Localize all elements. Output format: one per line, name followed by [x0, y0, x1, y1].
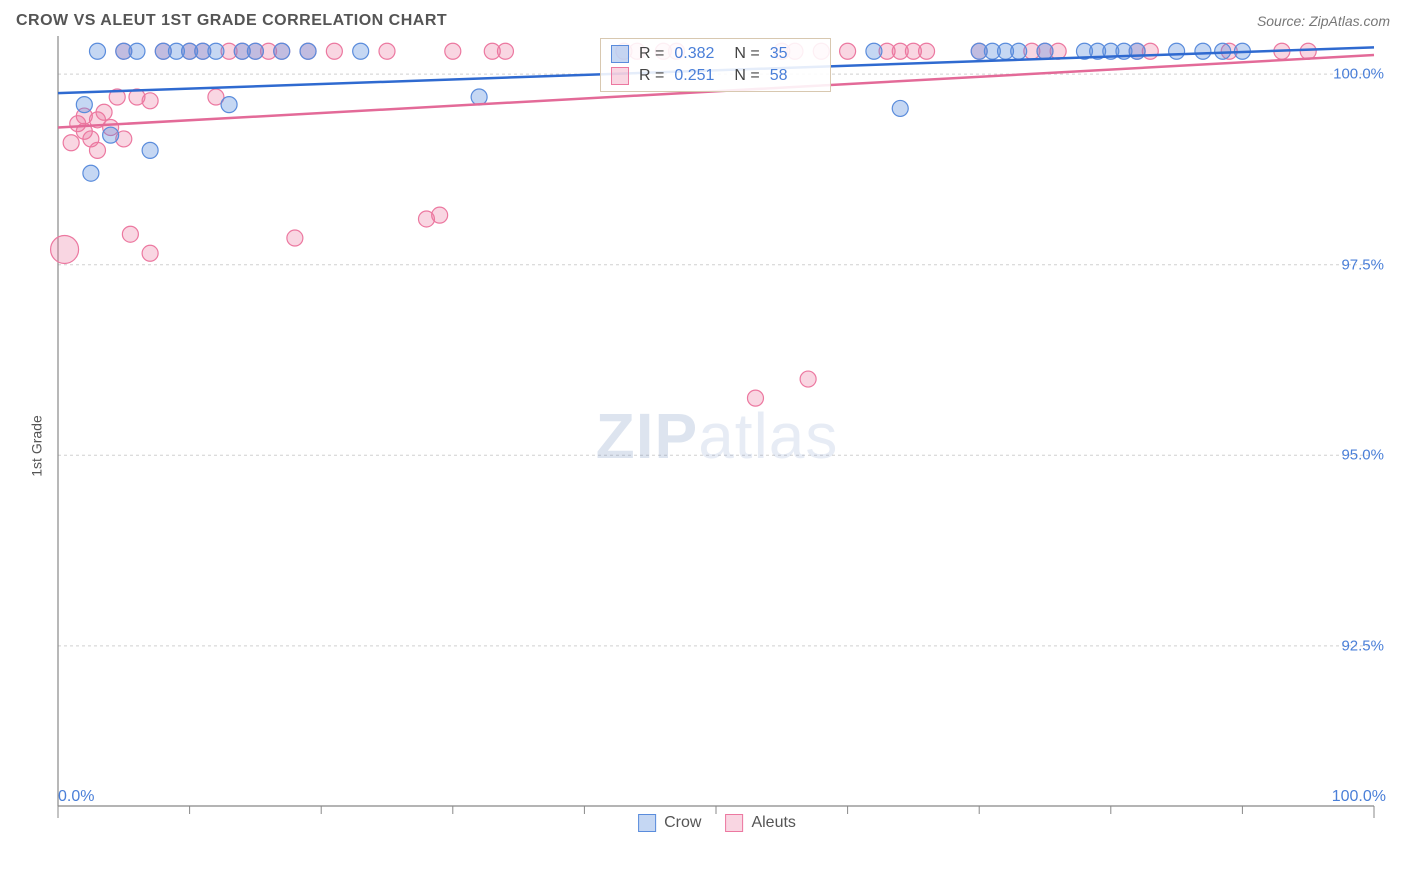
data-point: [287, 230, 303, 246]
data-point: [1037, 43, 1053, 59]
data-point: [274, 43, 290, 59]
data-point: [1011, 43, 1027, 59]
x-axis-end-label: 100.0%: [1332, 788, 1386, 806]
data-point: [800, 371, 816, 387]
data-point: [208, 43, 224, 59]
chart-area: ZIPatlas R = 0.382 N = 35 R = 0.251 N = …: [44, 36, 1390, 836]
stats-r-label: R =: [639, 67, 664, 85]
data-point: [51, 235, 79, 263]
data-point: [129, 43, 145, 59]
stats-n-value: 58: [770, 67, 820, 85]
series-swatch: [611, 67, 629, 85]
y-axis-label: 1st Grade: [29, 415, 45, 476]
correlation-stats-box: R = 0.382 N = 35 R = 0.251 N = 58: [600, 38, 831, 92]
legend-label: Aleuts: [751, 814, 795, 832]
y-tick-label: 95.0%: [1341, 447, 1384, 464]
stats-r-label: R =: [639, 45, 664, 63]
data-point: [1300, 43, 1316, 59]
y-tick-label: 100.0%: [1333, 66, 1384, 83]
data-point: [497, 43, 513, 59]
data-point: [76, 97, 92, 113]
data-point: [379, 43, 395, 59]
stats-n-label: N =: [734, 45, 759, 63]
data-point: [866, 43, 882, 59]
data-point: [89, 43, 105, 59]
x-axis-start-label: 0.0%: [58, 788, 94, 806]
stats-n-value: 35: [770, 45, 820, 63]
data-point: [96, 104, 112, 120]
data-point: [1169, 43, 1185, 59]
data-point: [432, 207, 448, 223]
stats-r-value: 0.251: [674, 67, 724, 85]
legend-item: Crow: [638, 814, 701, 832]
data-point: [300, 43, 316, 59]
chart-title: CROW VS ALEUT 1ST GRADE CORRELATION CHAR…: [16, 12, 447, 30]
data-point: [83, 165, 99, 181]
legend-swatch: [725, 814, 743, 832]
source-text: Source: ZipAtlas.com: [1257, 13, 1390, 29]
data-point: [919, 43, 935, 59]
data-point: [63, 135, 79, 151]
y-tick-label: 92.5%: [1341, 637, 1384, 654]
stats-r-value: 0.382: [674, 45, 724, 63]
data-point: [221, 97, 237, 113]
series-swatch: [611, 45, 629, 63]
legend-label: Crow: [664, 814, 701, 832]
data-point: [892, 100, 908, 116]
data-point: [1195, 43, 1211, 59]
data-point: [103, 127, 119, 143]
stats-row: R = 0.251 N = 58: [611, 65, 820, 87]
data-point: [247, 43, 263, 59]
data-point: [142, 93, 158, 109]
data-point: [142, 142, 158, 158]
y-tick-label: 97.5%: [1341, 256, 1384, 273]
stats-row: R = 0.382 N = 35: [611, 43, 820, 65]
data-point: [445, 43, 461, 59]
scatter-plot-svg: [44, 36, 1376, 836]
data-point: [122, 226, 138, 242]
data-point: [747, 390, 763, 406]
data-point: [142, 245, 158, 261]
data-point: [89, 142, 105, 158]
legend-item: Aleuts: [725, 814, 795, 832]
legend: Crow Aleuts: [638, 814, 796, 832]
data-point: [326, 43, 342, 59]
stats-n-label: N =: [734, 67, 759, 85]
data-point: [353, 43, 369, 59]
data-point: [1215, 43, 1231, 59]
legend-swatch: [638, 814, 656, 832]
data-point: [840, 43, 856, 59]
data-point: [471, 89, 487, 105]
